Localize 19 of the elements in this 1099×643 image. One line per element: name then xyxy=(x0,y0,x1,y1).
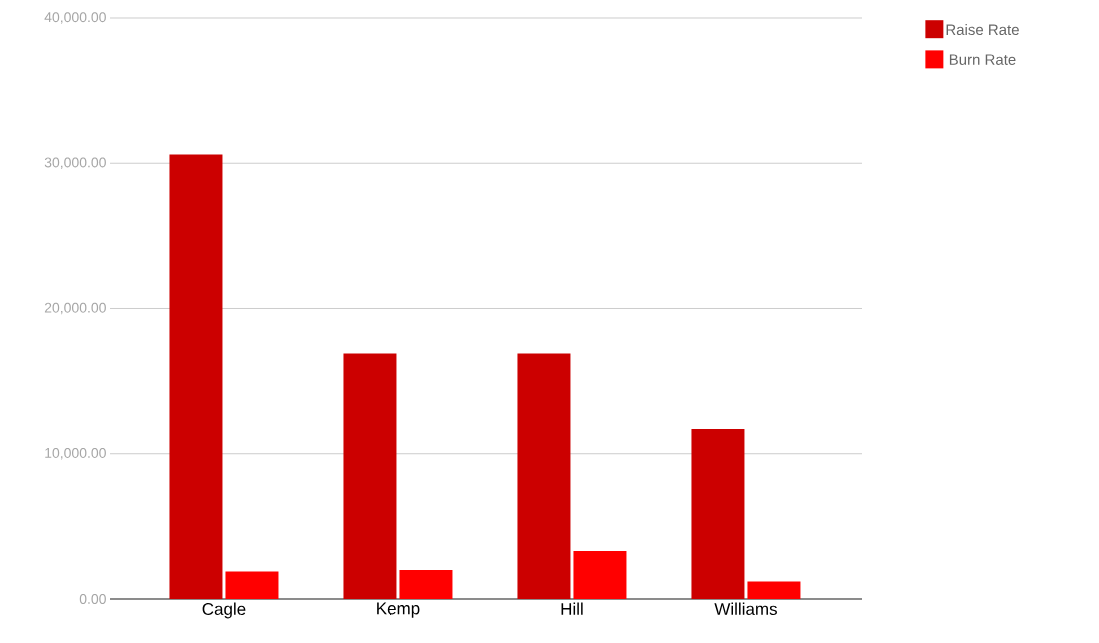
y-tick-label: 30,000.00 xyxy=(44,157,106,170)
bar xyxy=(169,154,223,599)
bar xyxy=(343,353,397,599)
x-tick-label: Williams xyxy=(714,602,777,616)
bar xyxy=(691,429,745,599)
x-tick-label: Hill xyxy=(561,602,583,615)
bar xyxy=(573,551,627,599)
legend-label: Burn Rate xyxy=(949,54,1016,65)
y-tick-label: 10,000.00 xyxy=(45,447,106,460)
y-tick-label: 40,000.00 xyxy=(44,12,106,24)
x-tick-label: Cagle xyxy=(202,602,246,619)
bar xyxy=(399,569,453,599)
bar xyxy=(225,571,279,599)
y-tick-label: 0.00 xyxy=(79,594,106,604)
x-tick-label: Kemp xyxy=(377,602,420,618)
y-tick-label: 20,000.00 xyxy=(44,302,106,315)
legend-label: Raise Rate xyxy=(946,24,1019,36)
bar xyxy=(747,581,801,599)
bar xyxy=(517,353,571,599)
